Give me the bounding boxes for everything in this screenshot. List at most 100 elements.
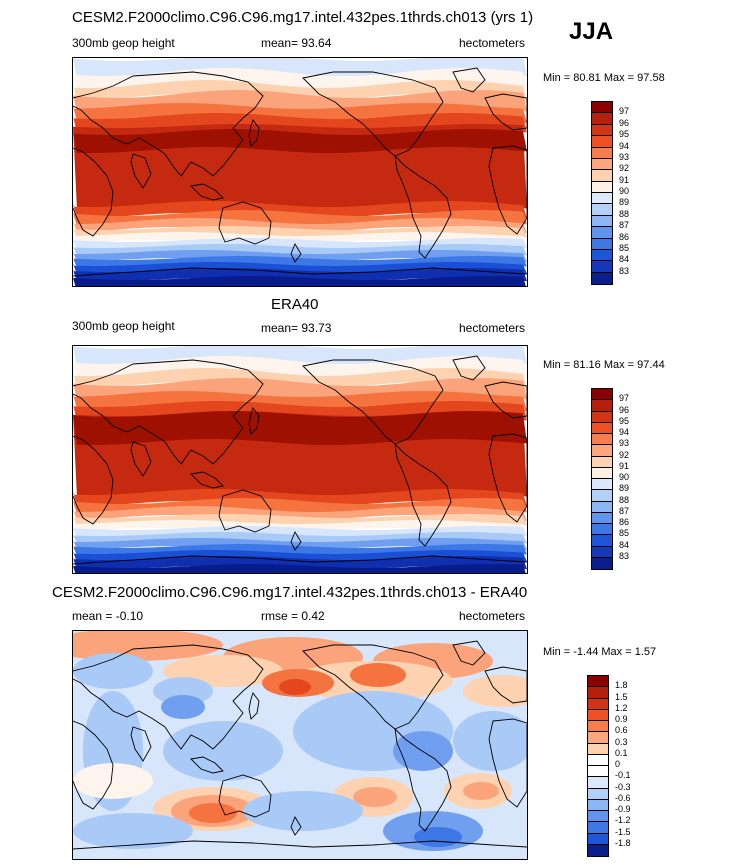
colorbar-box xyxy=(592,227,612,239)
colorbar-box xyxy=(592,238,612,250)
colorbar-label: 97 xyxy=(619,106,630,117)
colorbar-label: 0.6 xyxy=(615,725,628,736)
colorbar-box xyxy=(592,512,612,524)
colorbar-label: 1.8 xyxy=(615,680,628,691)
colorbar-box xyxy=(588,788,608,800)
colorbar-label: 0 xyxy=(615,759,621,769)
panel2-colorbar xyxy=(591,388,613,570)
colorbar-label: 90 xyxy=(619,472,630,482)
colorbar-label: -0.3 xyxy=(615,781,631,792)
colorbar-label: 0.9 xyxy=(615,714,628,724)
colorbar-box xyxy=(588,687,608,699)
colorbar-label: -1.5 xyxy=(615,826,631,837)
colorbar-box xyxy=(592,102,612,114)
colorbar-box xyxy=(592,400,612,412)
colorbar-box xyxy=(588,844,608,856)
colorbar-box xyxy=(592,535,612,547)
colorbar-box xyxy=(588,721,608,733)
colorbar-box xyxy=(592,490,612,502)
colorbar-box xyxy=(592,113,612,125)
panel1-units-label: hectometers xyxy=(459,36,526,50)
colorbar-label: 93 xyxy=(619,438,630,449)
colorbar-box xyxy=(588,743,608,755)
map-canvas xyxy=(73,631,527,859)
panel2-title: ERA40 xyxy=(271,296,319,313)
colorbar-label: 83 xyxy=(619,550,630,561)
colorbar-box xyxy=(592,456,612,468)
colorbar-label: 89 xyxy=(619,483,630,494)
colorbar-label: 85 xyxy=(619,528,630,539)
colorbar-label: 91 xyxy=(619,460,630,471)
colorbar-box xyxy=(588,833,608,845)
colorbar-box xyxy=(592,193,612,205)
colorbar-label: 95 xyxy=(619,129,630,140)
panel3-colorbar xyxy=(587,675,609,857)
colorbar-box xyxy=(588,698,608,710)
colorbar-label: 95 xyxy=(619,415,630,426)
colorbar-box xyxy=(592,411,612,423)
colorbar-box xyxy=(592,158,612,171)
colorbar-box xyxy=(588,709,608,721)
season-label: JJA xyxy=(569,18,614,45)
colorbar-box xyxy=(592,445,612,457)
colorbar-label: 91 xyxy=(619,174,630,185)
colorbar-box xyxy=(588,766,608,778)
colorbar-box xyxy=(592,204,612,216)
colorbar-label: 84 xyxy=(619,254,630,265)
panel2-map xyxy=(72,345,528,574)
panel3-units-label: hectometers xyxy=(459,609,526,623)
colorbar-box xyxy=(592,147,612,159)
map-canvas xyxy=(73,346,527,573)
colorbar-label: 90 xyxy=(619,186,630,196)
colorbar-label: 0.1 xyxy=(615,747,628,758)
colorbar-box xyxy=(592,479,612,491)
colorbar-label: -0.6 xyxy=(615,792,631,803)
colorbar-label: 93 xyxy=(619,151,630,162)
panel2-units-label: hectometers xyxy=(459,321,526,335)
colorbar-box xyxy=(588,732,608,744)
colorbar-box xyxy=(592,181,612,193)
colorbar-box xyxy=(592,389,612,401)
panel2-minmax: Min = 81.16 Max = 97.44 xyxy=(543,359,665,371)
colorbar-label: 87 xyxy=(619,220,630,231)
colorbar-box xyxy=(588,676,608,688)
panel3-rmse-label: rmse = 0.42 xyxy=(261,609,325,623)
colorbar-label: 1.2 xyxy=(615,702,628,713)
colorbar-label: -0.1 xyxy=(615,770,631,781)
colorbar-label: 86 xyxy=(619,231,630,242)
colorbar-box xyxy=(592,272,612,284)
panel3-title: CESM2.F2000climo.C96.C96.mg17.intel.432p… xyxy=(52,584,528,601)
colorbar-label: 94 xyxy=(619,140,630,151)
colorbar-label: 94 xyxy=(619,427,630,437)
colorbar-box xyxy=(592,546,612,558)
panel3-map xyxy=(72,630,528,860)
colorbar-box xyxy=(588,754,608,766)
colorbar-box xyxy=(592,434,612,446)
colorbar-box xyxy=(592,467,612,479)
colorbar-box xyxy=(592,124,612,137)
map-canvas xyxy=(73,58,527,286)
colorbar-box xyxy=(592,524,612,536)
colorbar-label: 86 xyxy=(619,517,630,527)
colorbar-label: 96 xyxy=(619,117,630,128)
colorbar-label: 83 xyxy=(619,265,630,276)
panel3-minmax: Min = -1.44 Max = 1.57 xyxy=(543,646,657,658)
colorbar-label: 1.5 xyxy=(615,691,628,702)
panel1-mean-label: mean= 93.64 xyxy=(261,36,332,50)
colorbar-label: -1.8 xyxy=(615,837,631,848)
colorbar-box xyxy=(592,261,612,273)
panel2-variable-label: 300mb geop height xyxy=(72,319,175,333)
colorbar-box xyxy=(592,557,612,569)
colorbar-label: 88 xyxy=(619,494,630,505)
colorbar-label: 96 xyxy=(619,404,630,415)
panel1-title: CESM2.F2000climo.C96.C96.mg17.intel.432p… xyxy=(72,9,534,26)
colorbar-label: -1.2 xyxy=(615,815,631,826)
panel3-mean-label: mean = -0.10 xyxy=(72,609,144,623)
colorbar-label: 85 xyxy=(619,242,630,253)
colorbar-box xyxy=(592,422,612,434)
colorbar-box xyxy=(592,215,612,228)
colorbar-box xyxy=(588,822,608,834)
colorbar-box xyxy=(588,777,608,789)
colorbar-label: 84 xyxy=(619,539,630,550)
colorbar-label: 88 xyxy=(619,208,630,219)
